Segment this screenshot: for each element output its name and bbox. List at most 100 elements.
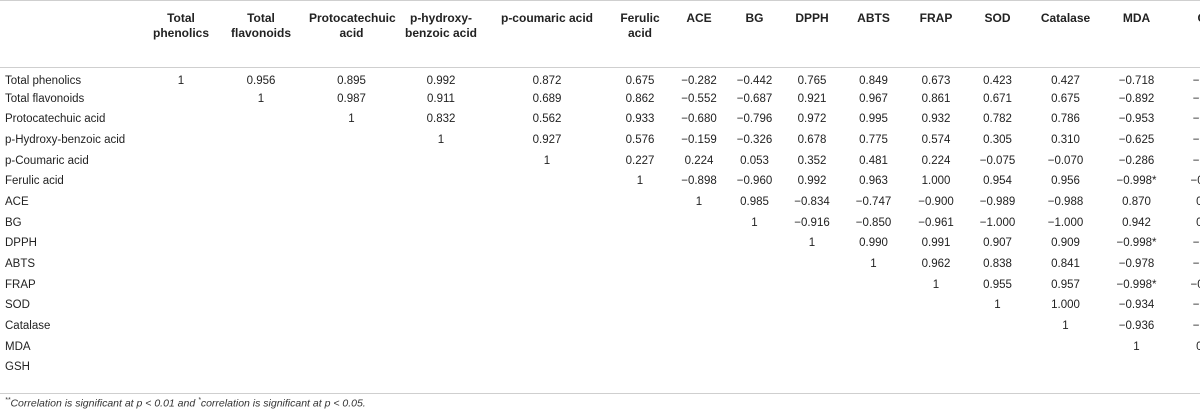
correlation-cell	[396, 254, 486, 275]
correlation-cell: −0.936	[1118, 320, 1155, 333]
table-row: MDA 1 0.995	[0, 336, 1200, 357]
correlation-cell: −0.680	[681, 113, 717, 126]
correlation-cell: 0.985	[740, 195, 769, 208]
correlation-cell	[726, 274, 783, 295]
correlation-cell: 0.675	[625, 75, 655, 88]
column-header: Ferulic acid	[608, 0, 672, 68]
correlation-cell	[215, 233, 307, 254]
row-label: MDA	[5, 340, 31, 353]
correlation-cell: 0.955	[983, 278, 1012, 291]
row-label: Total flavonoids	[5, 92, 85, 105]
correlation-cell: −0.796	[736, 113, 773, 126]
correlation-cell	[486, 233, 608, 254]
correlation-cell	[215, 254, 307, 275]
correlation-cell	[147, 336, 215, 357]
correlation-cell	[486, 192, 608, 213]
table-row: DPPH 1 0.990 0.991 0.907 0.909 −0.998* −0.985	[0, 233, 1200, 254]
correlation-cell	[307, 212, 396, 233]
column-header: ABTS	[841, 0, 906, 68]
correlation-cell	[608, 336, 672, 357]
correlation-cell	[726, 295, 783, 316]
correlation-cell	[966, 316, 1029, 337]
correlation-cell	[396, 336, 486, 357]
correlation-cell: 0.971	[1196, 216, 1200, 229]
correlation-cell: 0.915	[1196, 195, 1200, 208]
table-row: SOD 1 1.000 −0.934 −0.965	[0, 295, 1200, 316]
row-label: ACE	[5, 195, 29, 208]
correlation-cell	[783, 316, 841, 337]
correlation-cell: −0.953	[1118, 113, 1155, 126]
footnote-mark-single: *	[198, 397, 201, 404]
correlation-cell	[672, 233, 726, 254]
correlation-cell	[307, 254, 396, 275]
correlation-table: Total phenolics Total flavonoids Protocate…	[0, 0, 1200, 378]
correlation-cell	[783, 357, 841, 378]
correlation-cell	[307, 357, 396, 378]
correlation-cell: 0.987	[337, 92, 366, 105]
correlation-cell: 0.991	[921, 237, 951, 250]
correlation-cell	[147, 130, 215, 151]
correlation-cell: 1	[543, 154, 551, 167]
correlation-cell: 0.962	[921, 258, 951, 271]
correlation-cell	[147, 171, 215, 192]
correlation-cell: 0.927	[532, 133, 562, 146]
correlation-cell: 0.481	[859, 154, 888, 167]
correlation-cell	[307, 336, 396, 357]
column-header: FRAP	[906, 0, 966, 68]
correlation-cell	[147, 150, 215, 171]
correlation-cell: −0.951	[1192, 258, 1200, 271]
correlation-cell: −0.965	[1192, 299, 1200, 312]
table-row: Ferulic acid 1 −0.898 −0.960 0.992 0.963 1.000…	[0, 171, 1200, 192]
correlation-cell: 0.689	[532, 92, 562, 105]
correlation-cell	[1102, 357, 1171, 378]
correlation-cell: 0.932	[921, 113, 951, 126]
correlation-cell	[396, 357, 486, 378]
row-label: p-Hydroxy-benzoic acid	[5, 133, 126, 146]
correlation-cell: −0.159	[681, 133, 717, 146]
correlation-cell: 0.053	[740, 154, 769, 167]
correlation-cell	[841, 274, 906, 295]
column-header: GSH	[1171, 0, 1200, 68]
correlation-cell	[608, 357, 672, 378]
correlation-cell	[307, 316, 396, 337]
correlation-cell: 0.972	[797, 113, 827, 126]
correlation-cell: 0.227	[625, 154, 655, 167]
correlation-cell: 0.678	[797, 133, 827, 146]
row-label: Total phenolics	[5, 75, 82, 88]
correlation-cell: −1.000	[979, 216, 1016, 229]
correlation-cell	[215, 274, 307, 295]
correlation-cell: 0.870	[1122, 195, 1151, 208]
correlation-cell: 0.933	[625, 113, 655, 126]
correlation-cell	[147, 192, 215, 213]
correlation-cell	[608, 316, 672, 337]
correlation-cell	[396, 233, 486, 254]
correlation-cell	[608, 295, 672, 316]
correlation-cell: 1	[1171, 357, 1200, 378]
correlation-cell	[1029, 357, 1102, 378]
correlation-cell: 0.574	[921, 133, 951, 146]
correlation-cell: 0.895	[337, 75, 366, 88]
correlation-cell	[486, 171, 608, 192]
correlation-cell: 1	[257, 92, 265, 105]
correlation-cell: −0.850	[855, 216, 892, 229]
correlation-cell	[147, 212, 215, 233]
correlation-cell: 0.942	[1122, 216, 1151, 229]
correlation-cell: −0.967	[1192, 320, 1200, 333]
correlation-cell: 0.956	[1051, 175, 1080, 188]
correlation-cell	[841, 295, 906, 316]
table-row: Catalase 1 −0.936 −0.967	[0, 316, 1200, 337]
correlation-cell	[147, 109, 215, 130]
row-label: FRAP	[5, 278, 36, 291]
row-label: Protocatechuic acid	[5, 113, 106, 126]
correlation-cell: 0.849	[859, 75, 888, 88]
correlation-cell: 0.861	[921, 92, 951, 105]
correlation-cell: 0.911	[427, 92, 455, 105]
correlation-cell	[215, 150, 307, 171]
correlation-cell	[906, 357, 966, 378]
correlation-cell	[726, 254, 783, 275]
correlation-cell: −0.543	[1192, 133, 1200, 146]
correlation-cell: −0.985	[1192, 237, 1200, 250]
correlation-cell: 0.832	[426, 113, 456, 126]
footnote-divider	[0, 393, 1200, 394]
table-row: Total flavonoids 1 0.987 0.911 0.689 0.862 −0.…	[0, 88, 1200, 109]
